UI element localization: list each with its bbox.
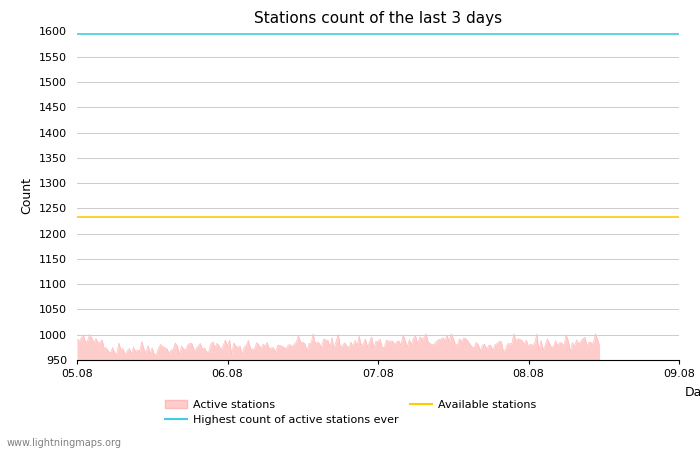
Title: Stations count of the last 3 days: Stations count of the last 3 days (254, 11, 502, 26)
Text: www.lightningmaps.org: www.lightningmaps.org (7, 438, 122, 448)
Y-axis label: Count: Count (20, 177, 34, 214)
Text: Day: Day (685, 386, 700, 399)
Legend: Active stations, Highest count of active stations ever, Available stations: Active stations, Highest count of active… (161, 395, 540, 430)
